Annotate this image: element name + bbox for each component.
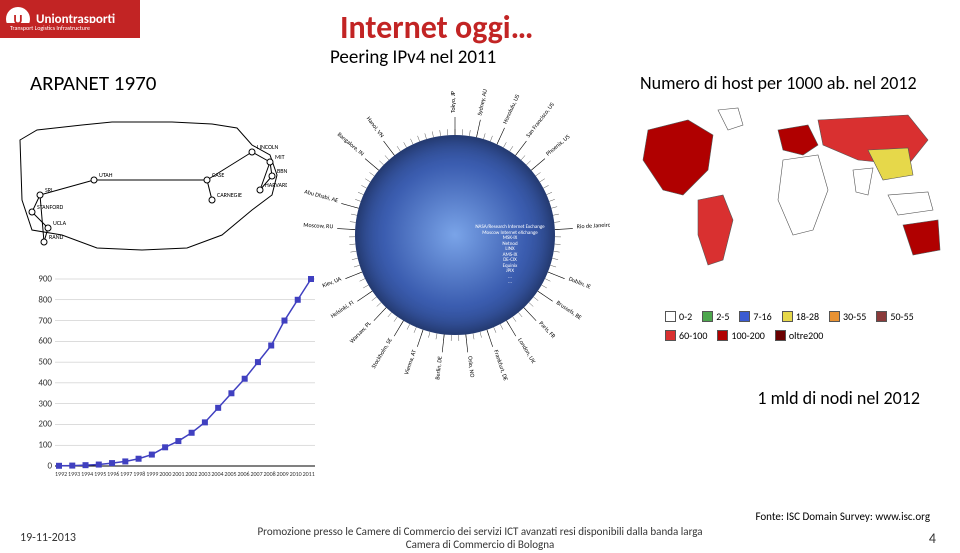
svg-text:MIT: MIT (275, 153, 285, 161)
svg-text:Rio de Janeiro, BR: Rio de Janeiro, BR (576, 220, 610, 230)
label-nodi: 1 mld di nodi nel 2012 (757, 387, 920, 409)
label-peering: Peering IPv4 nel 2011 (330, 46, 496, 69)
label-source: Fonte: ISC Domain Survey: www.isc.org (755, 510, 930, 523)
legend-item: oltre200 (775, 329, 823, 342)
peering-diagram: Tokyo, JP Sydney, AU Honolulu, USSan Franc… (300, 80, 610, 390)
svg-text:CARNEGIE: CARNEGIE (217, 191, 242, 199)
svg-text:STANFORD: STANFORD (37, 203, 63, 211)
svg-text:Honolulu, US: Honolulu, US (501, 93, 522, 125)
footer: 19-11-2013 Promozione presso le Camere d… (0, 523, 960, 553)
svg-text:UTAH: UTAH (99, 171, 113, 179)
choropleth-legend: 0-2 2-5 7-16 18-28 30-55 50-55 60-100 100-200 ol… (665, 310, 925, 342)
footer-line1: Promozione presso le Camere di Commercio… (258, 525, 703, 538)
chart-y-axis: 0100200300400500600700800900 (28, 275, 52, 470)
svg-text:Kiev, UA: Kiev, UA (321, 274, 343, 289)
svg-text:SRI: SRI (45, 186, 53, 194)
world-choropleth (628, 100, 948, 280)
legend-item: 50-55 (876, 310, 913, 323)
legend-item: 0-2 (665, 310, 692, 323)
svg-text:Warsaw, PL: Warsaw, PL (348, 319, 373, 345)
legend-item: 60-100 (665, 329, 707, 342)
svg-text:Brussels, BE: Brussels, BE (555, 298, 584, 321)
footer-date: 19-11-2013 (20, 531, 76, 545)
svg-text:Sydney, AU: Sydney, AU (475, 88, 489, 116)
slide-title: Internet oggi… (340, 8, 533, 47)
legend-item: 100-200 (717, 329, 764, 342)
label-hosts: Numero di host per 1000 ab. nel 2012 (640, 72, 917, 94)
svg-text:BBN: BBN (277, 167, 287, 175)
label-arpanet: ARPANET 1970 (30, 70, 156, 96)
legend-item: 18-28 (782, 310, 819, 323)
logo-tagline: Transport Logistics Infrastructure (6, 23, 94, 33)
svg-text:London, UK: London, UK (516, 336, 538, 365)
svg-text:LINCOLN: LINCOLN (257, 143, 279, 151)
svg-text:Abu Dhabi, AE: Abu Dhabi, AE (304, 187, 340, 204)
svg-text:RAND: RAND (49, 233, 64, 241)
svg-text:Moscow, RU: Moscow, RU (303, 221, 334, 231)
svg-text:Phoenix, US: Phoenix, US (544, 133, 571, 158)
legend-item: 2-5 (702, 310, 729, 323)
svg-text:Berlin, DE: Berlin, DE (433, 356, 444, 381)
svg-text:UCLA: UCLA (53, 219, 67, 227)
footer-text: Promozione presso le Camere di Commercio… (0, 525, 960, 551)
svg-text:Stockholm, SE: Stockholm, SE (369, 336, 394, 369)
arpanet-map: SRI STANFORD UCLA RAND UTAH CASE CARNEGIE LINCO… (12, 100, 287, 255)
footer-line2: Camera di Commercio di Bologna (406, 538, 555, 551)
svg-text:Bangalore, IN: Bangalore, IN (336, 130, 366, 157)
svg-text:San Francisco, US: San Francisco, US (524, 100, 556, 139)
svg-text:Paris, FR: Paris, FR (537, 319, 557, 340)
hosts-line-chart (55, 275, 315, 470)
svg-text:Dublin, IE: Dublin, IE (568, 275, 593, 291)
svg-text:Oslo, NO: Oslo, NO (466, 356, 476, 378)
footer-page: 4 (929, 530, 936, 547)
legend-item: 7-16 (739, 310, 771, 323)
svg-text:Tokyo, JP: Tokyo, JP (449, 91, 457, 113)
svg-text:HARVARD: HARVARD (265, 181, 287, 189)
svg-text:Helsinki, FI: Helsinki, FI (329, 298, 356, 320)
chart-x-axis: 1992199319941995199619971998199920002001… (55, 470, 315, 478)
svg-text:Frankfurt, DE: Frankfurt, DE (492, 349, 510, 382)
legend-item: 30-55 (829, 310, 866, 323)
svg-text:Hanoi, VN: Hanoi, VN (365, 115, 386, 139)
svg-text:Vienna, AT: Vienna, AT (402, 349, 418, 376)
svg-text:CASE: CASE (212, 171, 224, 179)
